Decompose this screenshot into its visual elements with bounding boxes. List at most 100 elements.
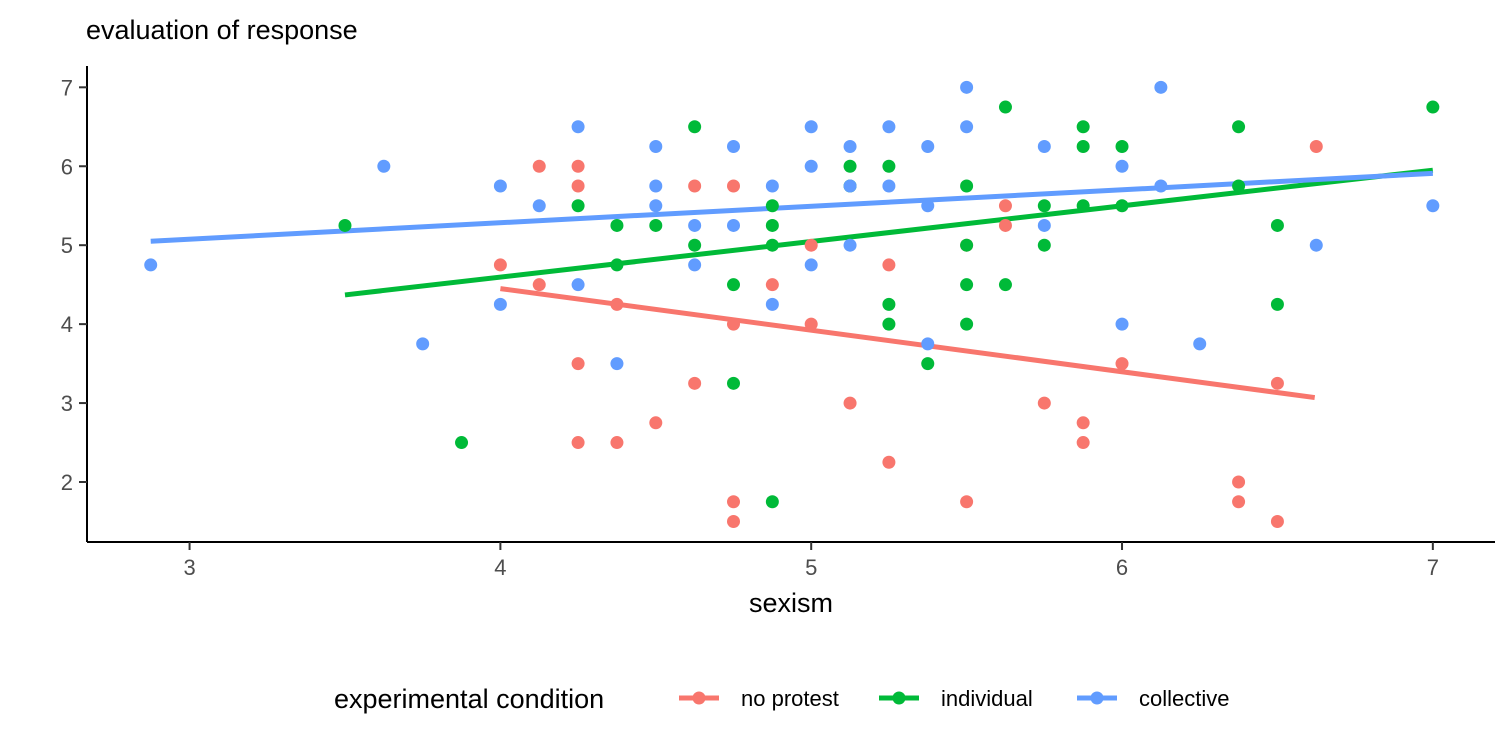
data-point-no-protest (1037, 396, 1051, 410)
data-point-no-protest (532, 159, 546, 173)
data-point-collective (493, 297, 507, 311)
data-point-individual (1270, 218, 1284, 232)
data-point-collective (1154, 80, 1168, 94)
legend-key-point (1090, 691, 1104, 705)
data-point-individual (960, 238, 974, 252)
data-point-collective (1426, 199, 1440, 213)
data-point-collective (843, 179, 857, 193)
data-point-individual (1270, 297, 1284, 311)
data-point-individual (1115, 140, 1129, 154)
data-point-no-protest (1309, 140, 1323, 154)
legend: experimental condition no protest individ… (334, 684, 1229, 714)
data-point-individual (960, 317, 974, 331)
data-point-no-protest (571, 179, 585, 193)
x-tick-label: 4 (494, 555, 506, 580)
data-point-no-protest (726, 317, 740, 331)
data-point-collective (1037, 140, 1051, 154)
data-point-collective (649, 179, 663, 193)
data-point-individual (610, 218, 624, 232)
data-point-no-protest (1232, 495, 1246, 509)
data-point-no-protest (1232, 475, 1246, 489)
data-point-no-protest (688, 179, 702, 193)
data-point-no-protest (726, 495, 740, 509)
data-point-collective (493, 179, 507, 193)
y-axis-title: evaluation of response (86, 15, 358, 45)
data-point-collective (804, 159, 818, 173)
data-point-individual (1037, 199, 1051, 213)
data-point-no-protest (610, 436, 624, 450)
data-point-no-protest (1270, 514, 1284, 528)
fit-line-collective (150, 170, 1433, 244)
legend-key-point (892, 691, 906, 705)
data-point-no-protest (998, 199, 1012, 213)
data-point-no-protest (843, 396, 857, 410)
legend-label: no protest (741, 686, 839, 711)
y-tick-label: 2 (61, 470, 73, 495)
data-point-collective (1115, 159, 1129, 173)
data-point-individual (960, 278, 974, 292)
fit-line-individual (344, 167, 1434, 298)
data-point-individual (1426, 100, 1440, 114)
data-point-individual (649, 218, 663, 232)
data-point-collective (765, 179, 779, 193)
data-point-individual (610, 258, 624, 272)
data-point-individual (688, 238, 702, 252)
data-point-no-protest (804, 317, 818, 331)
data-point-collective (960, 120, 974, 134)
data-point-individual (882, 159, 896, 173)
legend-title: experimental condition (334, 684, 604, 714)
data-point-individual (765, 199, 779, 213)
data-points (144, 80, 1440, 528)
data-point-individual (998, 100, 1012, 114)
data-point-no-protest (765, 278, 779, 292)
y-tick-label: 6 (61, 154, 73, 179)
y-tick-label: 3 (61, 391, 73, 416)
data-point-individual (1232, 179, 1246, 193)
data-point-individual (960, 179, 974, 193)
data-point-individual (1232, 120, 1246, 134)
data-point-no-protest (882, 258, 896, 272)
data-point-individual (765, 218, 779, 232)
data-point-individual (882, 297, 896, 311)
data-point-no-protest (610, 297, 624, 311)
data-point-no-protest (726, 514, 740, 528)
data-point-collective (882, 179, 896, 193)
legend-label: individual (941, 686, 1033, 711)
data-point-collective (649, 140, 663, 154)
y-tick-label: 4 (61, 312, 73, 337)
data-point-individual (1037, 238, 1051, 252)
legend-key-point (692, 691, 706, 705)
data-point-no-protest (1115, 357, 1129, 371)
data-point-collective (1154, 179, 1168, 193)
data-point-collective (921, 199, 935, 213)
data-point-collective (688, 218, 702, 232)
data-point-no-protest (998, 218, 1012, 232)
data-point-individual (688, 120, 702, 134)
regression-lines (150, 167, 1434, 401)
data-point-collective (688, 258, 702, 272)
data-point-collective (144, 258, 158, 272)
data-point-no-protest (1076, 436, 1090, 450)
data-point-no-protest (726, 179, 740, 193)
data-point-no-protest (804, 238, 818, 252)
data-point-individual (1076, 120, 1090, 134)
data-point-individual (1076, 199, 1090, 213)
data-point-no-protest (688, 376, 702, 390)
data-point-no-protest (532, 278, 546, 292)
x-axis-ticks: 3 4 5 6 7 (183, 542, 1439, 580)
data-point-individual (843, 159, 857, 173)
data-point-collective (1115, 317, 1129, 331)
data-point-collective (921, 140, 935, 154)
data-point-collective (416, 337, 430, 351)
data-point-individual (726, 278, 740, 292)
x-tick-label: 7 (1427, 555, 1439, 580)
data-point-collective (532, 199, 546, 213)
data-point-individual (882, 317, 896, 331)
data-point-individual (726, 376, 740, 390)
x-tick-label: 3 (183, 555, 195, 580)
data-point-collective (1193, 337, 1207, 351)
fit-line-no-protest (500, 286, 1316, 401)
data-point-collective (882, 120, 896, 134)
data-point-collective (843, 140, 857, 154)
data-point-individual (921, 357, 935, 371)
